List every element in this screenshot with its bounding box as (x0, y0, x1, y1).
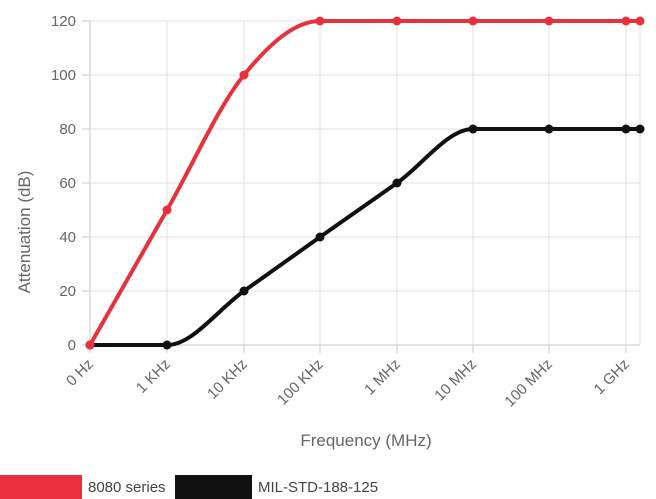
legend: 8080 series MIL-STD-188-125 (0, 475, 378, 499)
data-point (85, 340, 95, 350)
x-tick-label: 10 MHz (431, 356, 480, 405)
series-red (85, 16, 645, 350)
data-point (468, 124, 478, 134)
data-point (544, 124, 554, 134)
x-tick-label: 1 MHz (361, 356, 404, 399)
x-axis-title: Frequency (MHz) (300, 431, 431, 450)
series (85, 16, 645, 350)
axes: 0 20 40 60 80 100 120 0 Hz 1 KHz 10 KHz 100 KHz 1 M… (51, 13, 640, 410)
y-axis-title: Attenuation (dB) (15, 171, 34, 294)
x-tick-label: 10 KHz (204, 356, 251, 403)
x-tick-label: 1 KHz (133, 356, 174, 397)
series-line (88, 126, 642, 348)
data-point (162, 205, 172, 215)
x-tick-label: 100 MHz (501, 356, 555, 410)
data-point (544, 16, 554, 26)
data-point (635, 124, 645, 134)
data-point (392, 178, 402, 188)
legend-label: 8080 series (88, 479, 166, 496)
y-tick-label: 120 (51, 13, 76, 30)
data-point (392, 16, 402, 26)
data-point (239, 286, 249, 296)
data-point (162, 340, 172, 350)
data-point (315, 16, 325, 26)
data-point (239, 70, 249, 80)
legend-swatch (0, 475, 82, 499)
x-tick-label: 100 KHz (274, 356, 327, 409)
y-tick-label: 100 (51, 67, 76, 84)
series-black (85, 124, 645, 350)
y-tick-label: 60 (59, 175, 76, 192)
data-point (621, 16, 631, 26)
y-tick-label: 40 (59, 229, 76, 246)
legend-item: MIL-STD-188-125 (175, 475, 378, 499)
data-point (635, 16, 645, 26)
data-point (468, 16, 478, 26)
legend-label: MIL-STD-188-125 (258, 479, 378, 496)
legend-swatch (175, 475, 252, 499)
y-tick-label: 0 (68, 337, 76, 354)
legend-item: 8080 series (0, 475, 166, 499)
x-tick-label: 0 Hz (63, 356, 97, 390)
x-tick-label: 1 GHz (591, 356, 633, 398)
data-point (621, 124, 631, 134)
data-point (315, 232, 325, 242)
y-tick-label: 20 (59, 283, 76, 300)
grid (89, 20, 641, 346)
y-tick-label: 80 (59, 121, 76, 138)
